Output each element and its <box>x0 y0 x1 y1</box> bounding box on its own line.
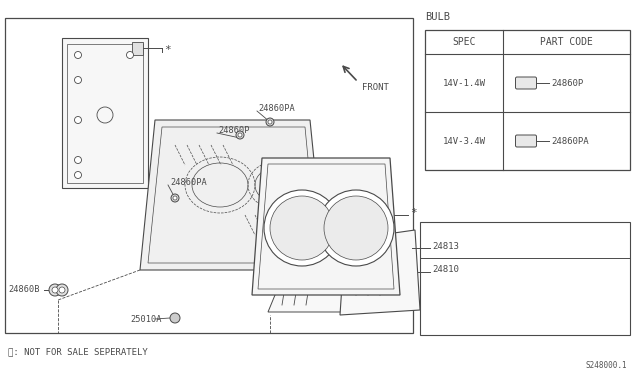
Circle shape <box>74 77 81 83</box>
Polygon shape <box>252 158 400 295</box>
Polygon shape <box>140 120 325 270</box>
Circle shape <box>238 133 242 137</box>
Circle shape <box>74 157 81 164</box>
Circle shape <box>74 171 81 179</box>
Circle shape <box>236 131 244 139</box>
Circle shape <box>266 118 274 126</box>
Text: 24860P: 24860P <box>218 125 250 135</box>
Circle shape <box>49 284 61 296</box>
Text: 25010A: 25010A <box>130 315 161 324</box>
Circle shape <box>52 287 58 293</box>
Polygon shape <box>62 38 148 188</box>
Bar <box>5 18 413 333</box>
Text: ※: NOT FOR SALE SEPERATELY: ※: NOT FOR SALE SEPERATELY <box>8 347 148 356</box>
Circle shape <box>74 116 81 124</box>
Text: SPEC: SPEC <box>452 37 476 47</box>
Circle shape <box>264 190 340 266</box>
Bar <box>425 30 630 170</box>
Text: 24860P: 24860P <box>551 78 583 87</box>
Text: 14V-1.4W: 14V-1.4W <box>442 78 486 87</box>
Text: *: * <box>164 45 171 55</box>
Circle shape <box>170 313 180 323</box>
Circle shape <box>270 196 334 260</box>
Text: 24810: 24810 <box>432 266 459 275</box>
Circle shape <box>324 196 388 260</box>
Circle shape <box>268 120 272 124</box>
Circle shape <box>318 190 394 266</box>
Text: 24860B: 24860B <box>8 285 40 294</box>
Text: 24860PA: 24860PA <box>551 137 589 145</box>
Polygon shape <box>340 230 420 315</box>
Polygon shape <box>132 42 143 55</box>
Text: 24813: 24813 <box>432 241 459 250</box>
Text: *: * <box>410 208 417 218</box>
Circle shape <box>56 284 68 296</box>
Text: 14V-3.4W: 14V-3.4W <box>442 137 486 145</box>
Circle shape <box>173 196 177 200</box>
Text: BULB: BULB <box>425 12 450 22</box>
Circle shape <box>74 51 81 58</box>
Text: PART CODE: PART CODE <box>540 37 593 47</box>
Bar <box>420 222 630 335</box>
Circle shape <box>127 51 134 58</box>
FancyBboxPatch shape <box>515 135 536 147</box>
Polygon shape <box>268 240 350 312</box>
Circle shape <box>171 194 179 202</box>
Text: FRONT: FRONT <box>362 83 389 92</box>
Circle shape <box>59 287 65 293</box>
FancyBboxPatch shape <box>515 77 536 89</box>
Text: 24860PA: 24860PA <box>258 103 295 112</box>
Text: S248000.1: S248000.1 <box>585 360 627 369</box>
Text: 24860PA: 24860PA <box>170 177 207 186</box>
